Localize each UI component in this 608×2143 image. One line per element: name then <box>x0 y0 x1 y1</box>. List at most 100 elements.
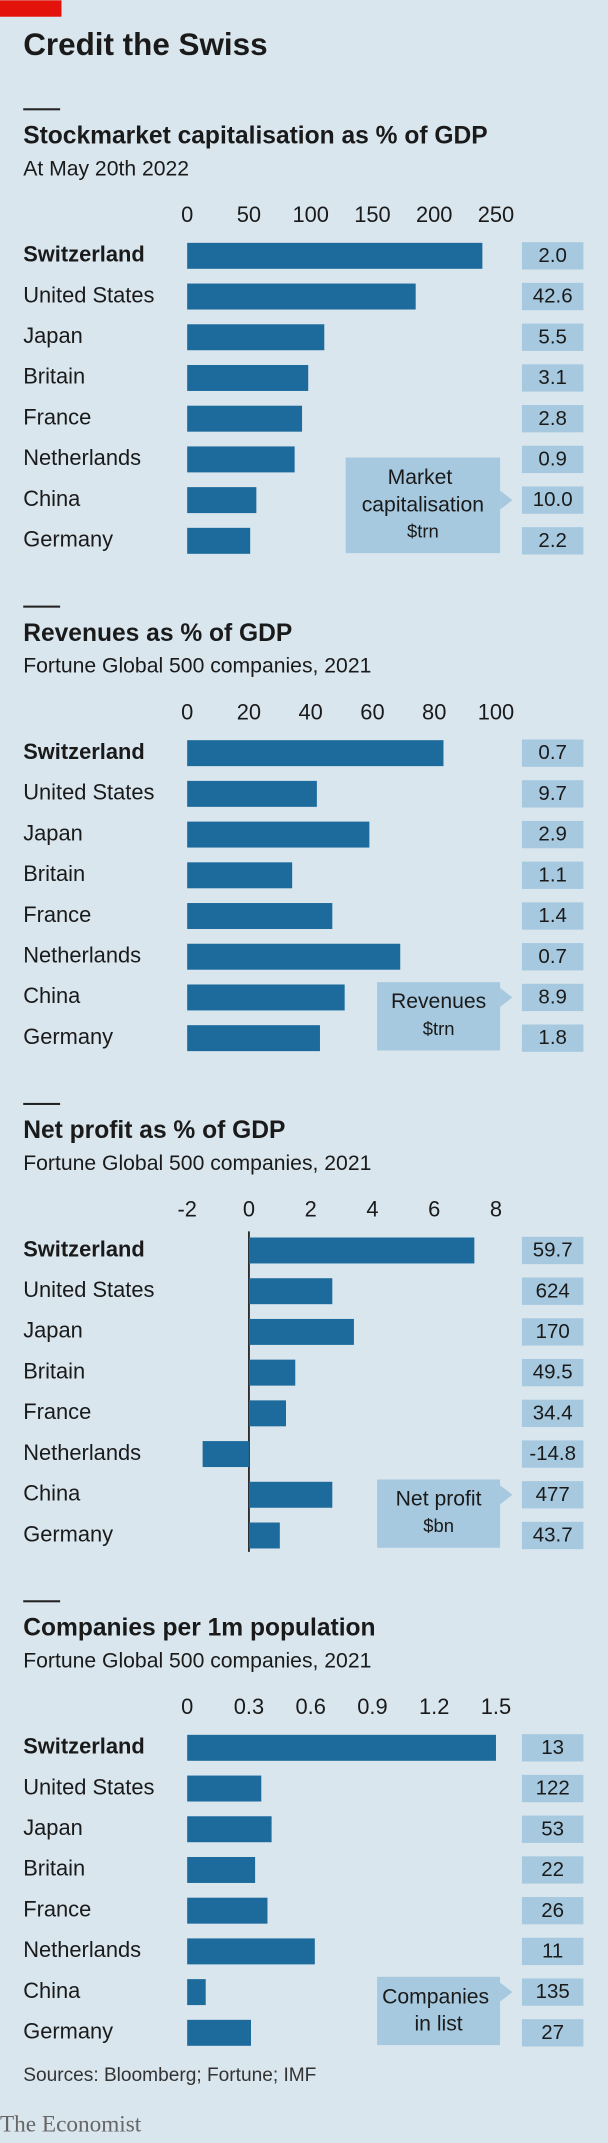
title-rule <box>23 1600 61 1603</box>
side-value: 27 <box>541 2021 564 2044</box>
side-box <box>521 364 584 392</box>
side-box <box>521 1024 584 1052</box>
side-value: 8.9 <box>538 986 566 1009</box>
category-label: Switzerland <box>23 1236 144 1261</box>
side-value: 11 <box>542 1939 563 1962</box>
category-label: Japan <box>23 323 83 348</box>
chart-title: Companies per 1m population <box>23 1614 375 1641</box>
side-value: 1.1 <box>538 863 566 886</box>
category-label: Netherlands <box>23 943 141 968</box>
chart-title: Stockmarket capitalisation as % of GDP <box>23 122 487 149</box>
x-tick-label: 50 <box>237 202 261 227</box>
x-tick-label: 8 <box>490 1197 502 1222</box>
side-box <box>521 739 584 767</box>
x-tick-label: 100 <box>292 202 328 227</box>
chart-subtitle: Fortune Global 500 companies, 2021 <box>23 655 371 678</box>
side-box <box>521 1521 584 1550</box>
x-tick-label: 20 <box>237 699 261 724</box>
side-value: 26 <box>541 1899 564 1922</box>
category-label: France <box>23 1896 91 1921</box>
category-label: United States <box>23 1774 154 1799</box>
brand: The Economist <box>0 2112 142 2138</box>
bar <box>187 862 293 889</box>
category-label: Germany <box>23 2019 113 2044</box>
bar <box>187 1897 268 1924</box>
side-value: 13 <box>541 1736 564 1759</box>
side-value: 42.6 <box>533 285 573 308</box>
x-tick-label: 250 <box>478 202 514 227</box>
side-box <box>521 1978 584 2006</box>
chart-subtitle: Fortune Global 500 companies, 2021 <box>23 1649 371 1672</box>
bar <box>187 740 444 767</box>
side-box <box>521 902 584 930</box>
category-label: Germany <box>23 1024 113 1049</box>
side-value: 170 <box>536 1320 570 1343</box>
category-label: Switzerland <box>23 1734 144 1759</box>
page-title: Credit the Swiss <box>23 27 267 62</box>
annotation-arrow <box>500 1982 513 2002</box>
bar <box>248 1400 286 1427</box>
side-box <box>521 486 584 514</box>
annotation-arrow <box>500 987 513 1008</box>
category-label: Germany <box>23 527 113 552</box>
side-value: 135 <box>536 1980 570 2003</box>
category-label: Switzerland <box>23 739 144 764</box>
x-tick-label: 1.5 <box>481 1694 511 1719</box>
x-tick-label: 0 <box>181 699 193 724</box>
category-label: Japan <box>23 1815 83 1840</box>
category-label: Britain <box>23 364 85 389</box>
side-value: 34.4 <box>533 1401 573 1424</box>
x-tick-label: 4 <box>366 1197 378 1222</box>
chart-title: Net profit as % of GDP <box>23 1117 285 1144</box>
side-value: 0.9 <box>538 447 566 470</box>
category-label: United States <box>23 1277 154 1302</box>
side-box <box>521 861 584 889</box>
bar <box>187 364 309 391</box>
annotation-title: Net profit <box>396 1488 482 1511</box>
category-label: France <box>23 1399 91 1424</box>
bar <box>187 1816 272 1843</box>
category-label: China <box>23 1978 81 2003</box>
x-tick-label: 60 <box>360 699 384 724</box>
category-label: France <box>23 404 91 429</box>
bar <box>187 487 257 514</box>
side-value: 3.1 <box>538 366 566 389</box>
x-tick-label: 6 <box>428 1197 440 1222</box>
side-value: 5.5 <box>538 325 566 348</box>
title-rule <box>23 605 61 608</box>
x-tick-label: 150 <box>354 202 390 227</box>
side-box <box>521 1815 584 1843</box>
bar <box>187 324 325 351</box>
x-tick-label: 40 <box>299 699 323 724</box>
bar <box>248 1359 296 1386</box>
bar <box>187 283 416 310</box>
side-box <box>521 282 584 311</box>
bar <box>187 780 317 807</box>
chart-subtitle: Fortune Global 500 companies, 2021 <box>23 1152 371 1175</box>
annotation-arrow <box>500 490 513 510</box>
x-tick-label: 1.2 <box>419 1694 449 1719</box>
side-box <box>521 1277 584 1305</box>
side-box <box>521 983 584 1012</box>
annotation-unit: $trn <box>423 1018 455 1039</box>
bar <box>248 1278 333 1305</box>
annotation-unit: $bn <box>423 1515 454 1536</box>
x-tick-label: 0.3 <box>234 1694 264 1719</box>
side-box <box>521 820 584 849</box>
x-tick-label: 0 <box>243 1197 255 1222</box>
bar <box>248 1522 280 1549</box>
bar <box>187 1775 262 1802</box>
annotation-box <box>377 982 501 1051</box>
side-value: 624 <box>536 1279 570 1302</box>
bar <box>187 1856 256 1883</box>
annotation-title: Revenues <box>391 990 486 1013</box>
bar <box>187 1979 206 2006</box>
side-box <box>521 1734 584 1762</box>
side-value: 22 <box>541 1858 564 1881</box>
bar <box>187 903 333 929</box>
category-label: United States <box>23 780 154 805</box>
side-box <box>521 1937 584 1966</box>
